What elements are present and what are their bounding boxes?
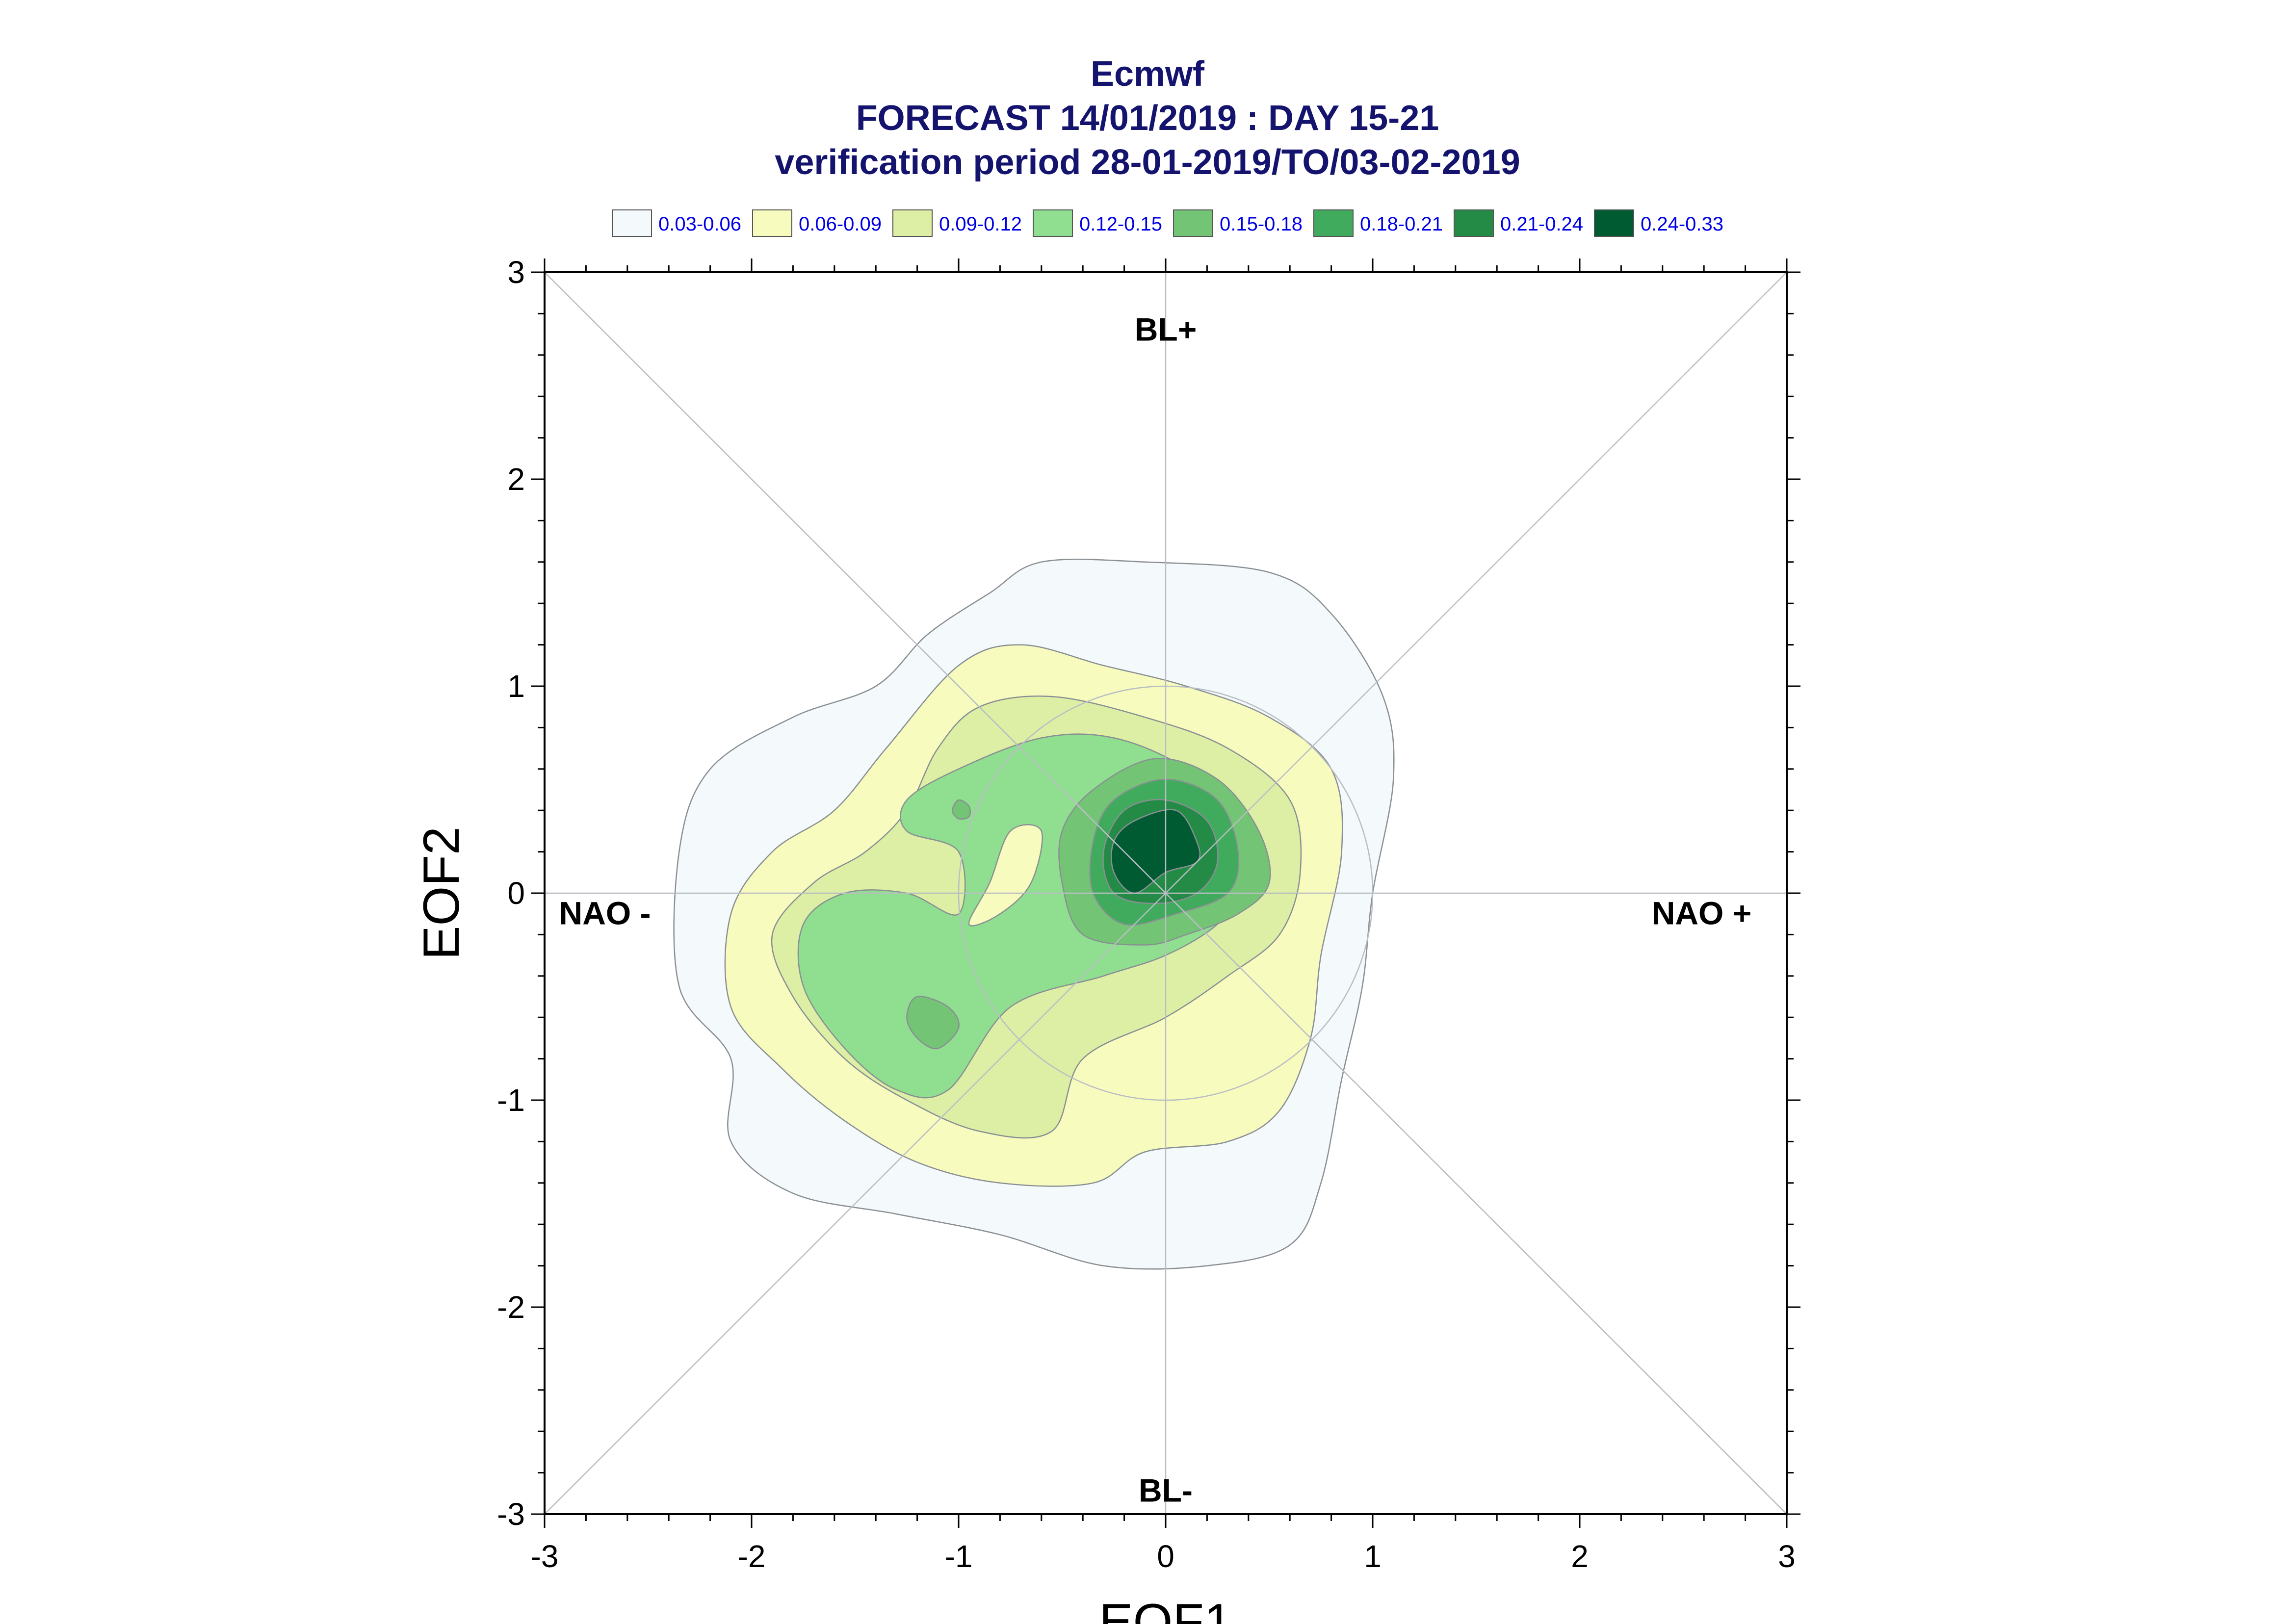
contour-region — [968, 824, 1043, 927]
legend-swatch — [892, 209, 933, 237]
legend-label: 0.12-0.15 — [1079, 213, 1162, 235]
plot-area: -3 -2 -1 0 1 2 3 -3 -2 -1 0 1 2 3 BL+ BL- NAO - NAO +… — [413, 255, 1800, 1624]
title-line-2: FORECAST 14/01/2019 : DAY 15-21 — [856, 99, 1439, 138]
regime-label-top: BL+ — [1135, 311, 1197, 347]
legend-label: 0.03-0.06 — [658, 213, 741, 235]
y-tick-label: 2 — [507, 462, 525, 497]
legend-swatch — [752, 209, 792, 237]
legend-label: 0.24-0.33 — [1641, 213, 1723, 235]
x-tick-label: 1 — [1364, 1539, 1382, 1574]
y-axis-label: EOF2 — [413, 826, 470, 960]
chart-title: Ecmwf FORECAST 14/01/2019 : DAY 15-21 ve… — [775, 54, 1520, 182]
regime-label-left: NAO - — [559, 895, 651, 931]
x-axis-label: EOF1 — [1099, 1594, 1232, 1624]
x-tick-label: -3 — [531, 1539, 559, 1574]
reference-circle — [958, 685, 1374, 1101]
y-tick-label: -3 — [497, 1496, 525, 1532]
x-tick-label: -1 — [945, 1539, 973, 1574]
contour-region — [906, 996, 960, 1050]
title-line-1: Ecmwf — [1091, 54, 1205, 94]
y-tick-label: 0 — [507, 876, 525, 911]
x-tick-label: -2 — [738, 1539, 766, 1574]
legend-swatch — [1594, 209, 1634, 237]
contour-layer — [673, 559, 1395, 1270]
x-tick-label: 3 — [1778, 1539, 1796, 1574]
x-tick-label: 2 — [1571, 1539, 1589, 1574]
legend-swatch — [1454, 209, 1494, 237]
legend-label: 0.21-0.24 — [1500, 213, 1583, 235]
regime-labels: BL+ BL- NAO - NAO + — [559, 311, 1752, 1508]
legend-swatch — [612, 209, 652, 237]
legend: 0.03-0.06 0.06-0.09 0.09-0.12 0.12-0.15 0.15… — [612, 209, 1723, 237]
y-tick-label: 1 — [507, 669, 525, 704]
legend-label: 0.06-0.09 — [799, 213, 882, 235]
legend-label: 0.15-0.18 — [1220, 213, 1303, 235]
title-line-3: verification period 28-01-2019/TO/03-02-… — [775, 143, 1520, 182]
legend-swatch — [1313, 209, 1354, 237]
regime-label-bottom: BL- — [1139, 1472, 1193, 1509]
x-tick-label: 0 — [1157, 1539, 1174, 1574]
contour-region — [952, 799, 971, 820]
legend-label: 0.09-0.12 — [939, 213, 1022, 235]
regime-label-right: NAO + — [1652, 895, 1752, 931]
guide-lines — [544, 272, 1787, 1515]
y-tick-label: 3 — [507, 255, 525, 290]
y-tick-label: -2 — [497, 1289, 525, 1325]
legend-swatch — [1033, 209, 1073, 237]
legend-swatch — [1173, 209, 1213, 237]
legend-label: 0.18-0.21 — [1360, 213, 1443, 235]
axes: -3 -2 -1 0 1 2 3 -3 -2 -1 0 1 2 3 — [497, 255, 1800, 1574]
y-tick-label: -1 — [497, 1083, 525, 1118]
